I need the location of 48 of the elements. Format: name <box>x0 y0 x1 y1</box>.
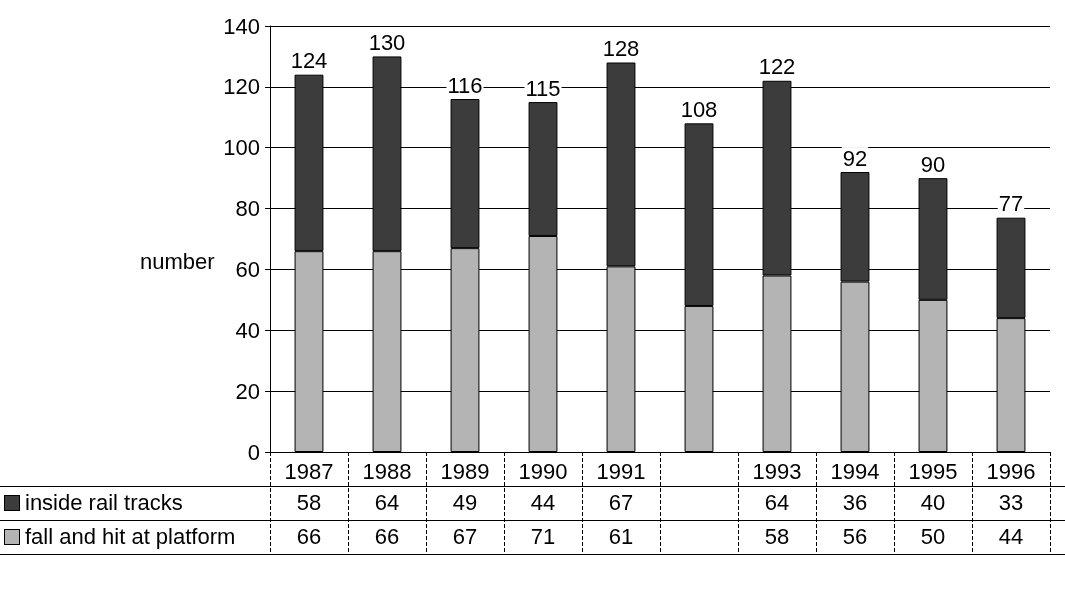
x-tick-label: 1989 <box>440 458 490 484</box>
total-label: 92 <box>842 145 868 171</box>
data-label: 49 <box>451 489 479 517</box>
total-label: 77 <box>998 191 1024 217</box>
x-tick-label: 1995 <box>908 458 958 484</box>
total-label: 116 <box>447 72 483 98</box>
legend-label: inside rail tracks <box>24 489 184 517</box>
x-tick-label: 1991 <box>596 458 646 484</box>
data-label: 40 <box>919 489 947 517</box>
y-tick-label: 100 <box>223 135 260 161</box>
y-tick-label: 0 <box>247 439 260 465</box>
data-label: 67 <box>451 523 479 551</box>
data-label: 66 <box>295 523 323 551</box>
data-label: 44 <box>529 489 557 517</box>
data-label: 50 <box>919 523 947 551</box>
data-label: 66 <box>373 523 401 551</box>
data-label: 61 <box>607 523 635 551</box>
y-tick-label: 80 <box>235 196 260 222</box>
data-label: 36 <box>841 489 869 517</box>
total-label: 108 <box>680 96 718 122</box>
data-label: 64 <box>373 489 401 517</box>
x-tick-label: 1987 <box>284 458 334 484</box>
y-tick-label: 20 <box>235 378 260 404</box>
x-tick-label: 1994 <box>830 458 880 484</box>
total-label: 122 <box>758 54 796 80</box>
x-tick-label: 1996 <box>986 458 1036 484</box>
data-label: 67 <box>607 489 635 517</box>
y-tick-label: 40 <box>235 317 260 343</box>
data-label: 58 <box>763 523 791 551</box>
data-label: 71 <box>529 523 557 551</box>
data-label: 44 <box>997 523 1025 551</box>
total-label: 128 <box>602 36 640 62</box>
data-label: 56 <box>841 523 869 551</box>
total-label: 130 <box>368 29 406 55</box>
legend-label: fall and hit at platform <box>24 523 237 551</box>
y-tick-label: 140 <box>223 13 260 39</box>
y-tick-label: 120 <box>223 74 260 100</box>
data-label: 64 <box>763 489 791 517</box>
x-tick-label: 1993 <box>752 458 802 484</box>
data-label: 58 <box>295 489 323 517</box>
x-tick-label: 1990 <box>518 458 568 484</box>
y-axis-title: number <box>140 248 215 274</box>
x-tick-label: 1988 <box>362 458 412 484</box>
total-label: 124 <box>290 48 328 74</box>
total-label: 90 <box>920 151 946 177</box>
data-label: 33 <box>997 489 1025 517</box>
total-label: 115 <box>525 75 561 101</box>
y-tick-label: 60 <box>235 256 260 282</box>
